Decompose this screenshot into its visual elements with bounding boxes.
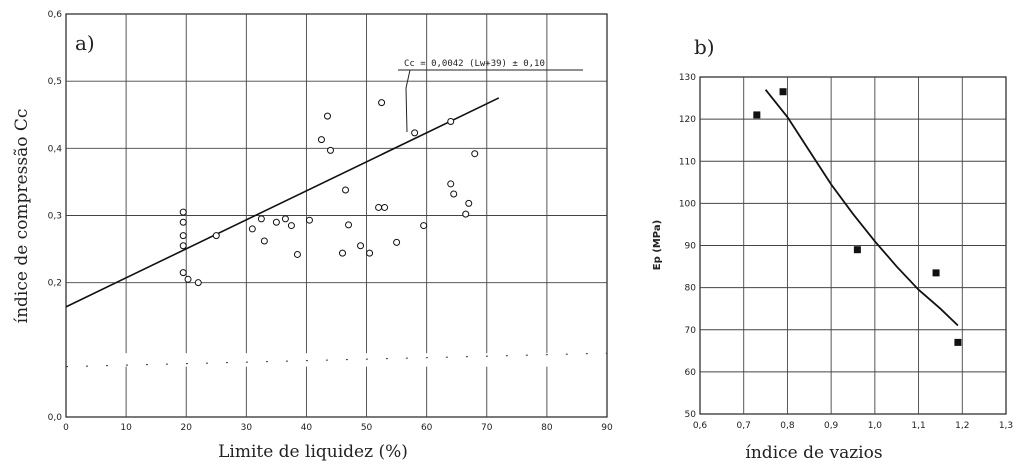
chart-b-xlabel: índice de vazios — [745, 443, 882, 463]
chart-a-x-tick: 70 — [481, 423, 493, 433]
chart-b: 0,6 0,7 0,8 0,9 1,0 1,1 1,2 1,3 50 60 70 80 90 100 110… — [652, 35, 1013, 463]
chart-b-x-tick: 0,7 — [737, 421, 751, 431]
chart-a-point — [317, 136, 325, 144]
chart-b-x-tick: 1,0 — [868, 421, 883, 431]
chart-a-point — [305, 216, 313, 224]
chart-a-x-tick: 20 — [180, 423, 192, 433]
chart-a-point — [281, 215, 289, 223]
chart-a-xlabel: Limite de liquidez (%) — [218, 442, 408, 462]
chart-a-point — [342, 186, 350, 194]
chart-a-point — [323, 112, 331, 120]
chart-b-y-tick: 50 — [685, 410, 697, 420]
chart-a-equation-text: Cc = 0,0042 (Lw+39) ± 0,10 — [404, 59, 545, 69]
chart-a: 0 10 20 30 40 50 60 70 80 90 0,0 0,2 0,3 0,4 0,5 0,6 a)… — [12, 10, 613, 462]
chart-b-point — [779, 88, 787, 96]
chart-a-point — [447, 117, 455, 125]
chart-a-axis-break — [65, 352, 608, 368]
chart-a-x-tick: 90 — [601, 423, 613, 433]
chart-a-x-tick: 0 — [63, 423, 69, 433]
chart-a-y-tick: 0,3 — [48, 212, 62, 222]
chart-a-point — [287, 222, 295, 230]
chart-a-y-tick: 0,4 — [48, 144, 63, 154]
chart-a-point — [471, 150, 479, 158]
chart-a-grid — [66, 14, 607, 417]
chart-b-trend-line — [764, 89, 959, 327]
chart-a-point — [465, 199, 473, 207]
chart-b-point — [853, 246, 861, 254]
chart-a-equation: Cc = 0,0042 (Lw+39) ± 0,10 — [398, 59, 583, 133]
chart-a-point — [179, 269, 187, 277]
chart-b-point — [753, 111, 761, 119]
chart-b-points — [753, 88, 962, 346]
chart-a-point — [381, 203, 389, 211]
chart-a-point — [339, 249, 347, 257]
chart-a-point — [293, 250, 301, 258]
chart-a-x-tick: 40 — [301, 423, 313, 433]
chart-a-point — [248, 225, 256, 233]
chart-a-point — [420, 222, 428, 230]
chart-a-regression-line — [65, 97, 500, 308]
chart-b-y-tick: 80 — [685, 284, 697, 294]
chart-a-point — [366, 249, 374, 257]
chart-b-x-tick: 1,1 — [911, 421, 925, 431]
chart-a-regression — [65, 97, 500, 308]
chart-a-x-tick: 10 — [120, 423, 132, 433]
chart-a-tick-labels: 0 10 20 30 40 50 60 70 80 90 0,0 0,2 0,3 0,4 0,5 0,6 — [48, 10, 613, 433]
chart-b-point — [954, 338, 962, 346]
chart-b-y-tick: 90 — [685, 242, 697, 252]
chart-b-y-tick: 100 — [679, 199, 696, 209]
chart-a-x-tick: 80 — [541, 423, 553, 433]
chart-a-point — [272, 218, 280, 226]
chart-a-point — [375, 203, 383, 211]
chart-a-point — [257, 215, 265, 223]
chart-a-ylabel: índice de compressão Cc — [12, 109, 32, 324]
chart-b-x-tick: 1,2 — [955, 421, 969, 431]
chart-a-point — [179, 218, 187, 226]
panel-b-label: b) — [694, 35, 715, 59]
chart-b-x-tick: 0,9 — [824, 421, 839, 431]
chart-b-point — [932, 269, 940, 277]
chart-a-point — [326, 146, 334, 154]
chart-b-tick-labels: 0,6 0,7 0,8 0,9 1,0 1,1 1,2 1,3 50 60 70 80 90 100 110… — [679, 73, 1013, 431]
chart-a-point — [194, 279, 202, 287]
chart-b-y-tick: 60 — [685, 368, 697, 378]
chart-a-break-strip — [67, 353, 606, 367]
chart-a-point — [345, 221, 353, 229]
chart-a-point — [179, 232, 187, 240]
chart-a-point — [179, 208, 187, 216]
chart-b-trend-curve — [764, 89, 959, 327]
panel-a-label: a) — [75, 31, 95, 55]
chart-b-y-tick: 110 — [679, 157, 696, 167]
chart-a-point — [184, 275, 192, 283]
chart-a-point — [260, 237, 268, 245]
chart-a-y-tick: 0,5 — [48, 77, 62, 87]
chart-a-point — [450, 190, 458, 198]
chart-a-point — [212, 232, 220, 240]
chart-a-point — [179, 242, 187, 250]
chart-a-point — [378, 99, 386, 107]
chart-a-y-tick: 0,0 — [48, 413, 63, 423]
chart-a-point — [393, 238, 401, 246]
chart-b-x-tick: 0,6 — [693, 421, 708, 431]
chart-a-point — [357, 242, 365, 250]
chart-b-y-tick: 70 — [685, 326, 697, 336]
chart-b-x-tick: 0,8 — [780, 421, 795, 431]
chart-a-y-tick: 0,6 — [48, 10, 63, 20]
chart-b-y-tick: 130 — [679, 73, 696, 83]
chart-a-points — [179, 99, 479, 287]
chart-a-point — [411, 129, 419, 137]
chart-a-point — [447, 180, 455, 188]
chart-a-point — [462, 210, 470, 218]
chart-b-ylabel: Ep (MPa) — [652, 220, 663, 270]
chart-a-x-tick: 60 — [421, 423, 433, 433]
chart-b-y-tick: 120 — [679, 115, 696, 125]
chart-b-x-tick: 1,3 — [999, 421, 1013, 431]
chart-a-y-tick: 0,2 — [48, 279, 62, 289]
chart-b-grid — [700, 77, 1006, 414]
chart-a-x-tick: 30 — [241, 423, 253, 433]
chart-a-x-tick: 50 — [361, 423, 373, 433]
